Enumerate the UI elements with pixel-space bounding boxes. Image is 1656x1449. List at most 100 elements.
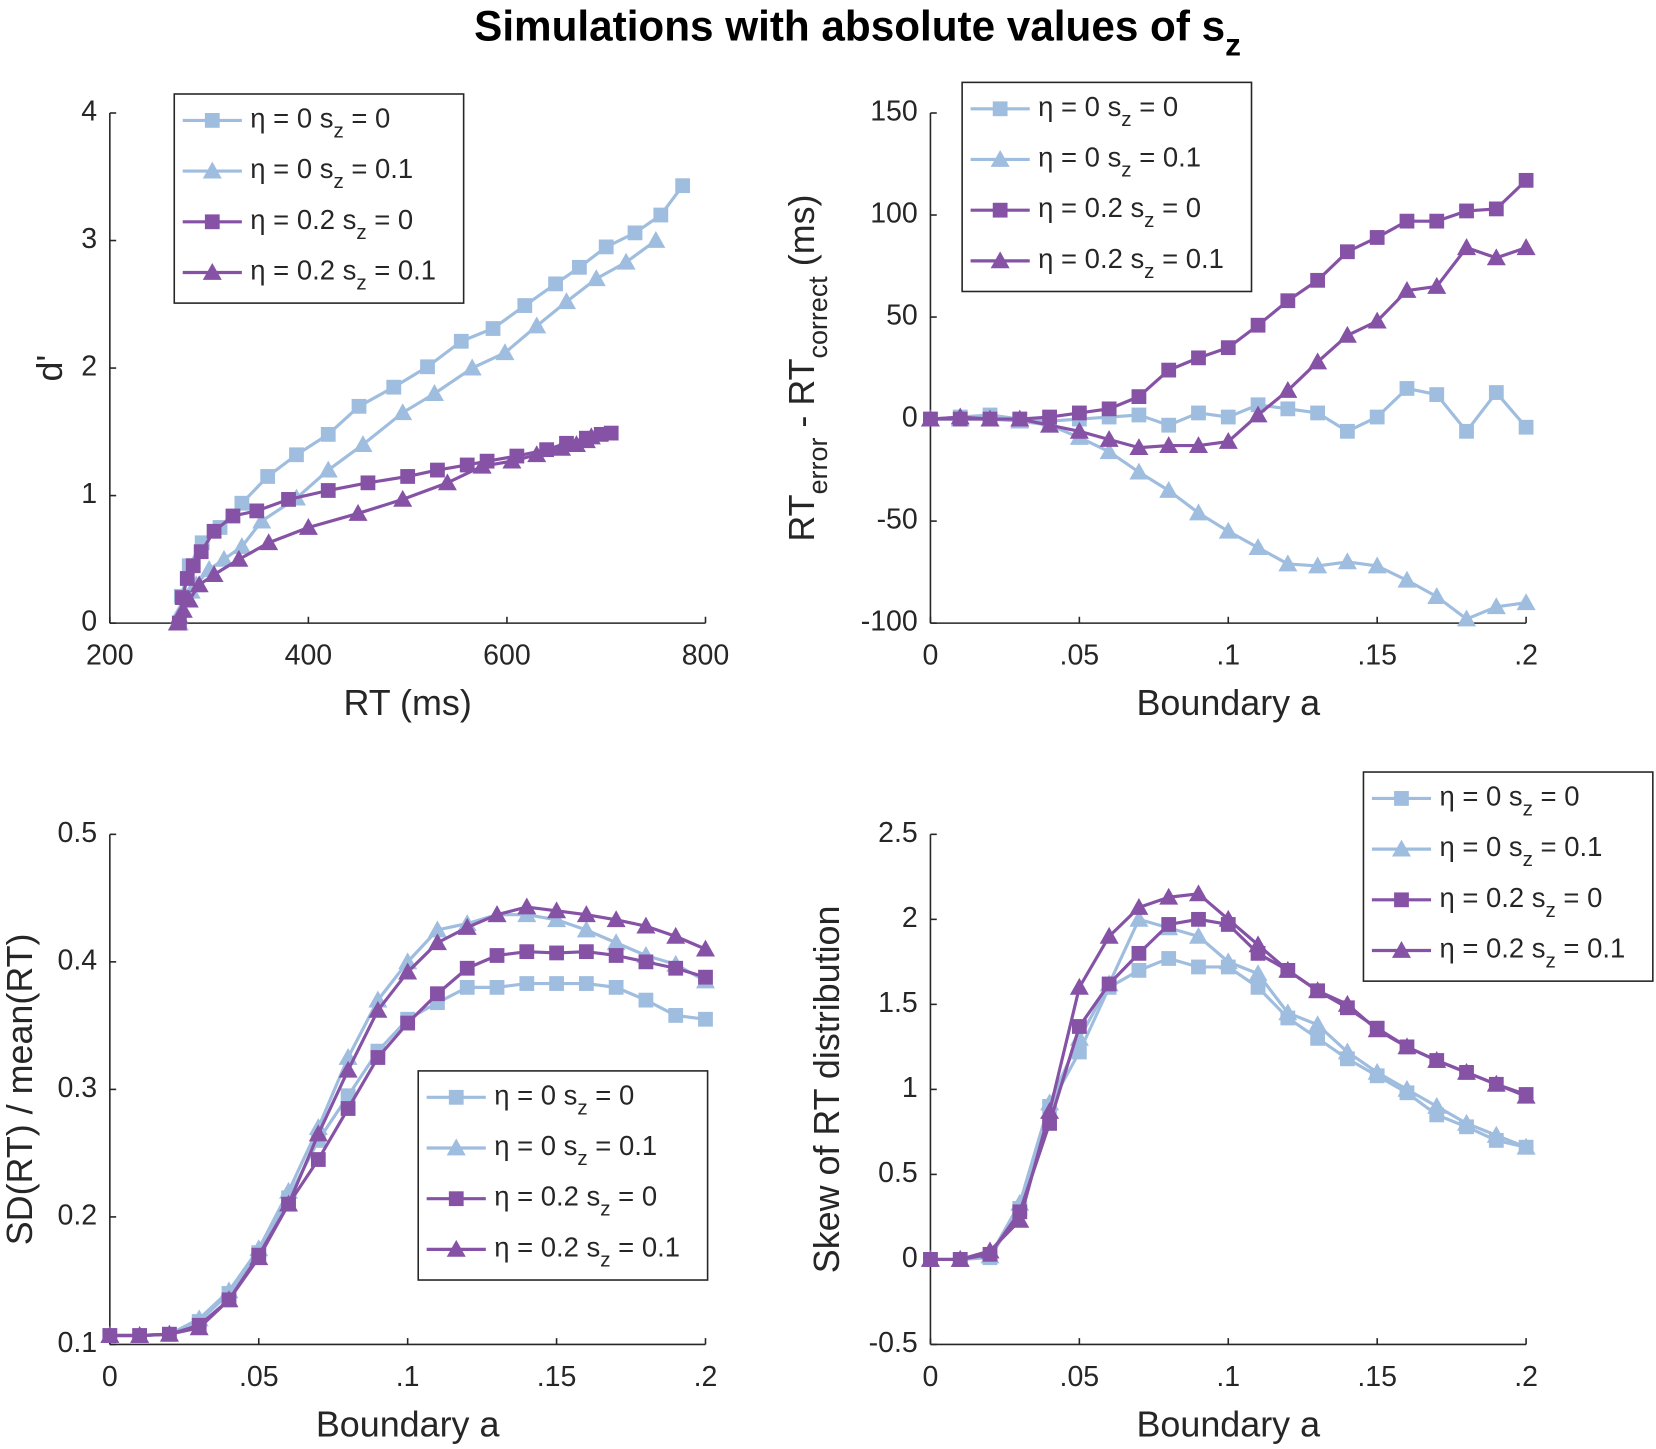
marker	[234, 495, 250, 511]
legend-marker	[446, 1138, 466, 1156]
marker	[232, 537, 252, 554]
y-tick-label: 0.2	[58, 1199, 98, 1231]
x-tick-label: .15	[1357, 1361, 1397, 1393]
y-tick-label: 2.5	[878, 817, 918, 849]
marker	[427, 920, 447, 938]
marker	[320, 426, 336, 442]
marker	[608, 979, 624, 995]
marker	[638, 992, 654, 1008]
legend-label: η = 0.2 sz = 0	[494, 1181, 657, 1221]
marker	[489, 979, 505, 995]
marker	[636, 916, 656, 934]
marker	[1188, 436, 1208, 453]
marker	[1010, 409, 1030, 427]
x-tick-label: 0	[923, 1361, 939, 1393]
marker	[1099, 442, 1119, 460]
x-tick-label: .1	[1216, 1361, 1240, 1393]
marker	[459, 457, 475, 473]
marker	[370, 1050, 386, 1065]
marker	[606, 933, 626, 951]
marker	[1337, 552, 1357, 570]
marker	[1340, 244, 1355, 260]
marker	[1397, 281, 1417, 298]
legend: η = 0 sz = 0 η = 0 sz = 0.1 η = 0.2 sz = 0…	[173, 93, 465, 304]
marker	[1071, 1019, 1087, 1034]
marker	[348, 503, 368, 521]
marker	[980, 1241, 1000, 1259]
legend-marker	[446, 1239, 466, 1257]
legend-label: η = 0.2 sz = 0.1	[250, 255, 436, 295]
marker	[1131, 945, 1147, 961]
y-tick-label: -100	[861, 606, 918, 638]
legend-label: η = 0 sz = 0	[494, 1080, 634, 1120]
marker	[1367, 556, 1387, 574]
marker	[185, 558, 201, 574]
y-axis-label: Skew of RT distribution	[808, 906, 848, 1274]
marker	[1040, 1101, 1060, 1119]
legend: η = 0 sz = 0 η = 0 sz = 0.1 η = 0.2 sz = 0…	[1362, 771, 1654, 982]
y-axis-label: SD(RT) / mean(RT)	[1, 934, 41, 1246]
marker	[547, 910, 567, 928]
marker	[527, 316, 547, 334]
marker	[1280, 293, 1296, 309]
marker	[472, 456, 492, 474]
marker	[338, 1060, 358, 1078]
y-tick-label: 3	[81, 223, 97, 255]
marker	[393, 403, 413, 421]
marker	[576, 905, 596, 923]
marker	[1457, 609, 1477, 627]
marker	[1278, 960, 1298, 978]
axes: 0 .05 .1 .15 .2 -100 -50 0 50 100 150 Boundary a RTe…	[782, 96, 1538, 723]
marker	[1486, 597, 1506, 615]
marker	[1101, 401, 1117, 417]
marker	[1161, 951, 1177, 966]
marker	[627, 225, 643, 241]
marker	[1191, 350, 1206, 366]
marker	[189, 575, 209, 593]
marker	[576, 920, 596, 938]
marker	[502, 451, 522, 469]
marker	[1457, 1113, 1477, 1131]
legend-label: η = 0 sz = 0	[1038, 91, 1178, 131]
marker	[351, 398, 367, 414]
marker	[437, 473, 457, 491]
x-tick-label: 200	[86, 639, 134, 671]
marker	[548, 276, 563, 292]
legend-label: η = 0 sz = 0.1	[1038, 142, 1201, 182]
legend-label: η = 0.2 sz = 0	[1439, 882, 1602, 922]
marker	[1218, 432, 1238, 449]
y-tick-label: 0.3	[58, 1072, 98, 1104]
legend-label: η = 0.2 sz = 0.1	[494, 1232, 680, 1272]
marker	[340, 1101, 356, 1116]
y-tick-label: -50	[877, 504, 918, 536]
marker	[252, 511, 272, 529]
marker	[1486, 1125, 1506, 1143]
marker	[1101, 976, 1117, 992]
marker	[430, 986, 445, 1002]
marker	[398, 962, 418, 980]
marker	[430, 462, 445, 478]
marker	[1131, 962, 1147, 978]
marker	[1278, 554, 1298, 572]
marker	[950, 407, 970, 425]
marker	[1457, 238, 1477, 256]
figure-title: Simulations with absolute values of sz	[474, 3, 1241, 63]
x-tick-label: 400	[285, 639, 333, 671]
y-tick-label: 2	[902, 902, 918, 934]
marker	[608, 948, 624, 963]
marker	[578, 944, 594, 960]
marker	[1337, 325, 1357, 343]
marker	[668, 1008, 684, 1023]
marker	[1161, 917, 1177, 932]
marker	[603, 425, 619, 441]
legend-label: η = 0 sz = 0.1	[494, 1130, 657, 1170]
marker	[1518, 419, 1534, 435]
legend-marker	[990, 149, 1010, 167]
y-tick-label: 100	[870, 198, 918, 230]
marker	[1369, 409, 1385, 425]
marker	[675, 178, 691, 194]
marker	[1516, 1086, 1536, 1104]
marker	[1429, 213, 1445, 229]
x-tick-label: .1	[1216, 639, 1240, 671]
marker	[1159, 436, 1179, 453]
